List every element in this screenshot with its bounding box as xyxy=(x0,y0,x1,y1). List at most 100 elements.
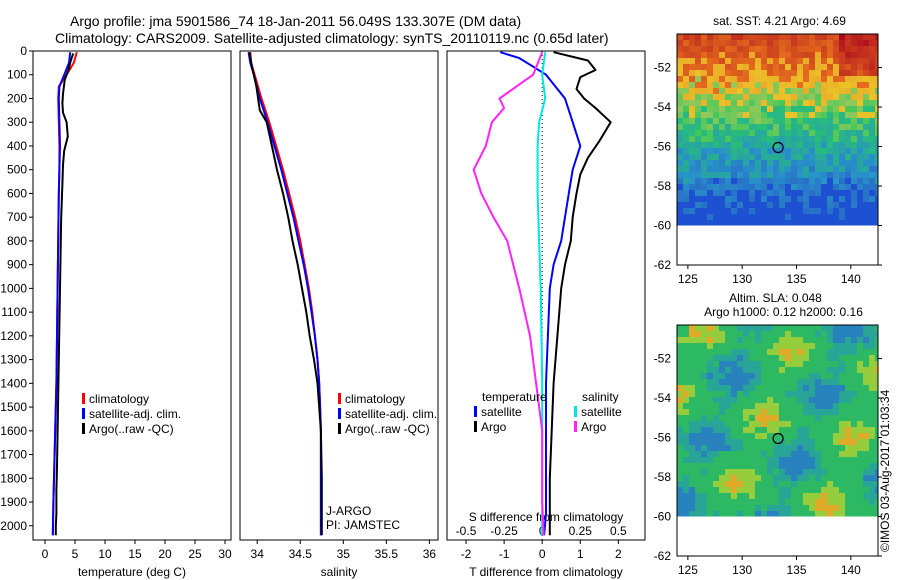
sst_map-cell xyxy=(737,88,743,94)
sla_map-cell xyxy=(695,355,701,361)
sla_map-cell xyxy=(773,385,779,391)
sla_map-cell xyxy=(713,409,719,415)
sst_map-cell xyxy=(839,82,845,88)
sla_map-cell xyxy=(863,439,869,445)
sst_map-cell xyxy=(845,148,851,154)
sst_map-cell xyxy=(779,82,785,88)
sst_map-cell xyxy=(863,52,869,58)
sla_map-cell xyxy=(755,493,761,499)
sla_map-cell xyxy=(815,433,821,439)
sla_map-cell xyxy=(773,343,779,349)
sst_map-cell xyxy=(815,154,821,160)
sla_map-xtick-label: 125 xyxy=(678,563,698,577)
sst_map-cell xyxy=(785,184,791,190)
sst_map-cell xyxy=(863,76,869,82)
sst_map-cell xyxy=(869,184,875,190)
sst_map-cell xyxy=(677,64,683,70)
sst_map-cell xyxy=(803,82,809,88)
sst_map-cell xyxy=(839,70,845,76)
sla_map-cell xyxy=(791,331,797,337)
sst_map-cell xyxy=(857,190,863,196)
sst_map-cell xyxy=(875,154,878,160)
sla_map-cell xyxy=(773,499,779,505)
sla_map-cell xyxy=(785,493,791,499)
sst_map-cell xyxy=(731,70,737,76)
sla_map-cell xyxy=(683,391,689,397)
sst_map-cell xyxy=(701,118,707,124)
sst_map-cell xyxy=(815,46,821,52)
sst_map-cell xyxy=(833,220,839,226)
sla_map-cell xyxy=(797,433,803,439)
sst_map-cell xyxy=(677,172,683,178)
sst_map-cell xyxy=(749,184,755,190)
sla_map-cell xyxy=(821,403,827,409)
sst_map-cell xyxy=(779,40,785,46)
sst_map-cell xyxy=(779,220,785,226)
sst_map-cell xyxy=(857,112,863,118)
sla_map-cell xyxy=(779,481,785,487)
sla_map-cell xyxy=(839,439,845,445)
sst_map-cell xyxy=(767,202,773,208)
sst_map-cell xyxy=(833,166,839,172)
sst_map-cell xyxy=(725,190,731,196)
difference-legend-entry-swatch xyxy=(574,406,577,417)
sla_map-cell xyxy=(749,451,755,457)
sla_map-cell xyxy=(683,349,689,355)
sla_map-cell xyxy=(809,463,815,469)
sst_map-cell xyxy=(857,166,863,172)
sla_map-cell xyxy=(827,487,833,493)
sla_map-cell xyxy=(707,463,713,469)
sst_map-cell xyxy=(803,70,809,76)
sla_map-cell xyxy=(785,337,791,343)
sla_map-cell xyxy=(743,337,749,343)
sla_map-cell xyxy=(719,403,725,409)
sst_map-cell xyxy=(857,154,863,160)
sla_map-cell xyxy=(719,511,725,517)
sst_map-cell xyxy=(749,208,755,214)
sst_map-cell xyxy=(683,208,689,214)
sla_map-cell xyxy=(833,403,839,409)
sst_map-cell xyxy=(797,160,803,166)
sst_map-cell xyxy=(815,172,821,178)
sla_map-cell xyxy=(857,439,863,445)
sst_map-cell xyxy=(833,172,839,178)
sst_map-cell xyxy=(761,58,767,64)
sst_map-cell xyxy=(761,184,767,190)
sst_map-cell xyxy=(689,100,695,106)
sst_map-cell xyxy=(701,136,707,142)
sla_map-cell xyxy=(833,415,839,421)
sla_map-cell xyxy=(839,367,845,373)
sla_map-cell xyxy=(857,367,863,373)
sst_map-cell xyxy=(707,208,713,214)
sst_map-cell xyxy=(689,160,695,166)
sst_map-cell xyxy=(791,148,797,154)
sst_map-cell xyxy=(767,46,773,52)
sst_map-cell xyxy=(707,94,713,100)
sla_map-cell xyxy=(689,427,695,433)
sst_map-cell xyxy=(779,184,785,190)
sla_map-cell xyxy=(695,421,701,427)
sla_map-cell xyxy=(809,511,815,517)
sst_map-cell xyxy=(707,202,713,208)
sst_map-cell xyxy=(683,58,689,64)
sla_map-cell xyxy=(815,451,821,457)
sst_map-cell xyxy=(683,94,689,100)
sla_map-cell xyxy=(683,487,689,493)
sst_map-cell xyxy=(809,208,815,214)
sst_map-cell xyxy=(743,88,749,94)
sst_map-cell xyxy=(731,136,737,142)
sla_map-cell xyxy=(749,397,755,403)
sla_map-cell xyxy=(725,511,731,517)
sla_map-cell xyxy=(869,469,875,475)
temperature-xtick-label: 5 xyxy=(72,547,79,561)
sst_map-cell xyxy=(689,184,695,190)
sst_map-cell xyxy=(809,40,815,46)
sla_map-cell xyxy=(851,355,857,361)
sst_map-cell xyxy=(821,52,827,58)
temperature-series-line xyxy=(54,53,75,536)
sla_map-cell xyxy=(875,463,878,469)
sst_map-cell xyxy=(875,40,878,46)
sst_map-cell xyxy=(851,34,857,40)
sla_map-cell xyxy=(737,385,743,391)
sst_map-cell xyxy=(839,220,845,226)
